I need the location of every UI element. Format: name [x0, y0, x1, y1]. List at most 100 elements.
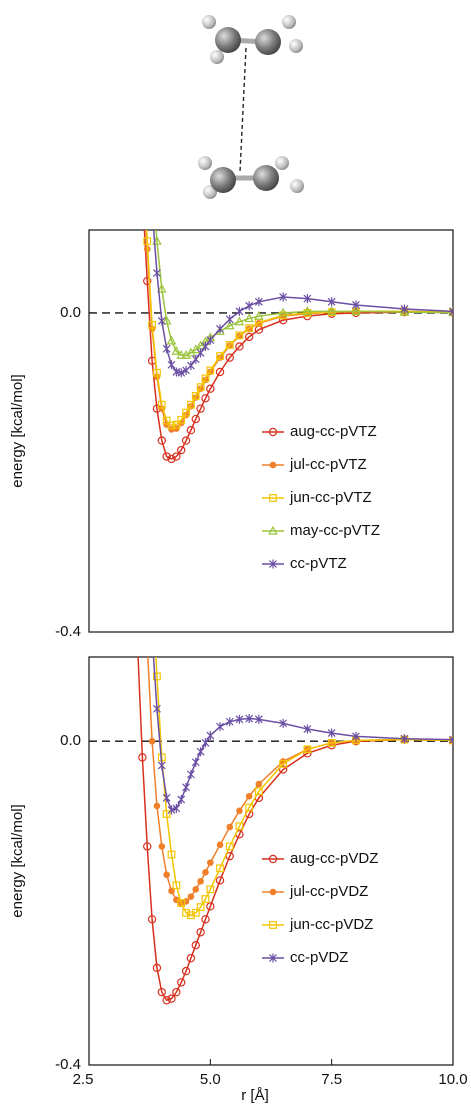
marker: [234, 316, 245, 326]
marker: [139, 190, 146, 197]
marker: [279, 292, 288, 302]
marker: [140, 496, 146, 502]
marker: [245, 792, 253, 800]
marker: [254, 714, 263, 724]
marker: [143, 842, 152, 851]
legend-marker: [268, 854, 278, 864]
legend-marker: [268, 427, 278, 437]
marker: [196, 747, 205, 757]
marker: [191, 757, 200, 767]
marker: [177, 415, 186, 424]
marker: [225, 353, 234, 362]
marker: [191, 940, 200, 950]
legend-item: aug-cc-pVTZ: [262, 423, 377, 440]
marker: [449, 736, 453, 745]
marker: [449, 306, 453, 316]
marker: [177, 978, 186, 987]
marker: [172, 803, 181, 813]
marker: [186, 769, 195, 779]
y-axis-title: energy [kcal/mol]: [9, 804, 26, 917]
marker: [139, 413, 146, 422]
marker: [201, 738, 210, 748]
marker: [153, 368, 161, 377]
marker: [206, 384, 215, 393]
marker: [216, 722, 224, 732]
marker: [224, 320, 235, 330]
marker: [172, 987, 181, 997]
marker: [206, 902, 215, 911]
marker: [149, 576, 156, 583]
marker: [162, 416, 171, 425]
marker: [201, 374, 210, 383]
marker: [215, 367, 225, 377]
marker: [186, 361, 195, 371]
marker: [162, 810, 171, 818]
marker: [143, 70, 151, 77]
marker: [153, 802, 161, 810]
marker: [167, 360, 176, 370]
marker: [157, 436, 166, 445]
marker: [326, 306, 337, 315]
marker: [181, 436, 191, 445]
marker: [225, 842, 234, 851]
marker: [167, 850, 176, 859]
marker: [327, 738, 336, 747]
marker: [148, 737, 156, 745]
plot-frame: [88, 656, 454, 1066]
marker: [327, 728, 336, 738]
marker: [279, 718, 288, 728]
marker: [167, 994, 176, 1003]
marker: [186, 953, 196, 963]
marker: [201, 895, 210, 903]
marker: [176, 349, 187, 359]
legend-marker: [268, 525, 278, 535]
plot-area: [89, 90, 453, 1005]
marker: [206, 731, 215, 741]
y-tick-label: -0.4: [55, 623, 81, 640]
marker: [134, 640, 141, 647]
marker: [172, 881, 181, 890]
marker: [166, 335, 177, 345]
marker: [143, 237, 152, 246]
marker: [244, 332, 254, 342]
marker: [235, 714, 244, 724]
marker: [351, 306, 361, 315]
marker: [177, 445, 186, 455]
marker: [206, 885, 215, 894]
marker: [448, 307, 453, 317]
legend-marker: [269, 494, 277, 502]
marker: [153, 672, 161, 681]
marker: [192, 886, 200, 893]
marker: [245, 301, 254, 311]
marker: [216, 324, 224, 334]
marker: [225, 340, 234, 349]
marker: [191, 354, 200, 364]
marker: [149, 205, 156, 214]
marker: [279, 759, 288, 768]
marker: [449, 735, 453, 745]
marker: [302, 306, 313, 315]
marker: [138, 753, 147, 762]
marker: [157, 987, 166, 997]
marker: [215, 876, 225, 885]
plot-frame: [88, 229, 454, 633]
marker: [216, 352, 224, 360]
marker: [226, 823, 234, 831]
marker: [201, 341, 210, 351]
marker: [162, 452, 171, 461]
marker: [168, 887, 175, 895]
marker: [254, 787, 263, 796]
y-axis-title: energy [kcal/mol]: [9, 374, 26, 487]
marker: [134, 90, 141, 97]
marker: [172, 452, 181, 461]
marker: [181, 966, 191, 976]
legend-label: jul-cc-pVDZ: [289, 883, 368, 900]
marker: [143, 276, 152, 286]
legend-item: jul-cc-pVDZ: [262, 883, 368, 900]
marker: [135, 334, 141, 340]
marker: [245, 324, 254, 333]
x-tick-label: 7.5: [321, 1071, 342, 1088]
marker: [144, 101, 151, 110]
legend-item: jun-cc-pVTZ: [262, 489, 372, 506]
